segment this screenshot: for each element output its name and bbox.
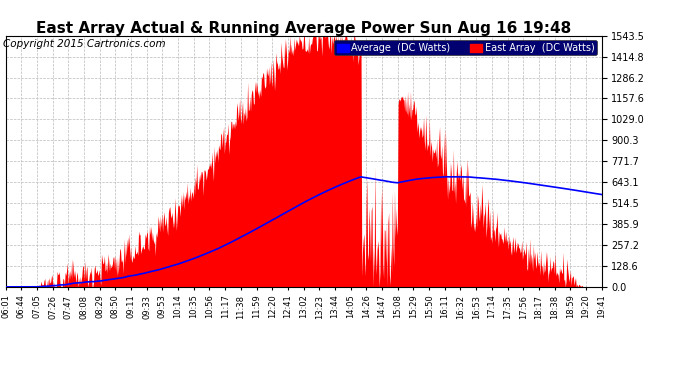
- Legend: Average  (DC Watts), East Array  (DC Watts): Average (DC Watts), East Array (DC Watts…: [335, 40, 597, 56]
- Title: East Array Actual & Running Average Power Sun Aug 16 19:48: East Array Actual & Running Average Powe…: [36, 21, 571, 36]
- Text: Copyright 2015 Cartronics.com: Copyright 2015 Cartronics.com: [3, 39, 166, 50]
